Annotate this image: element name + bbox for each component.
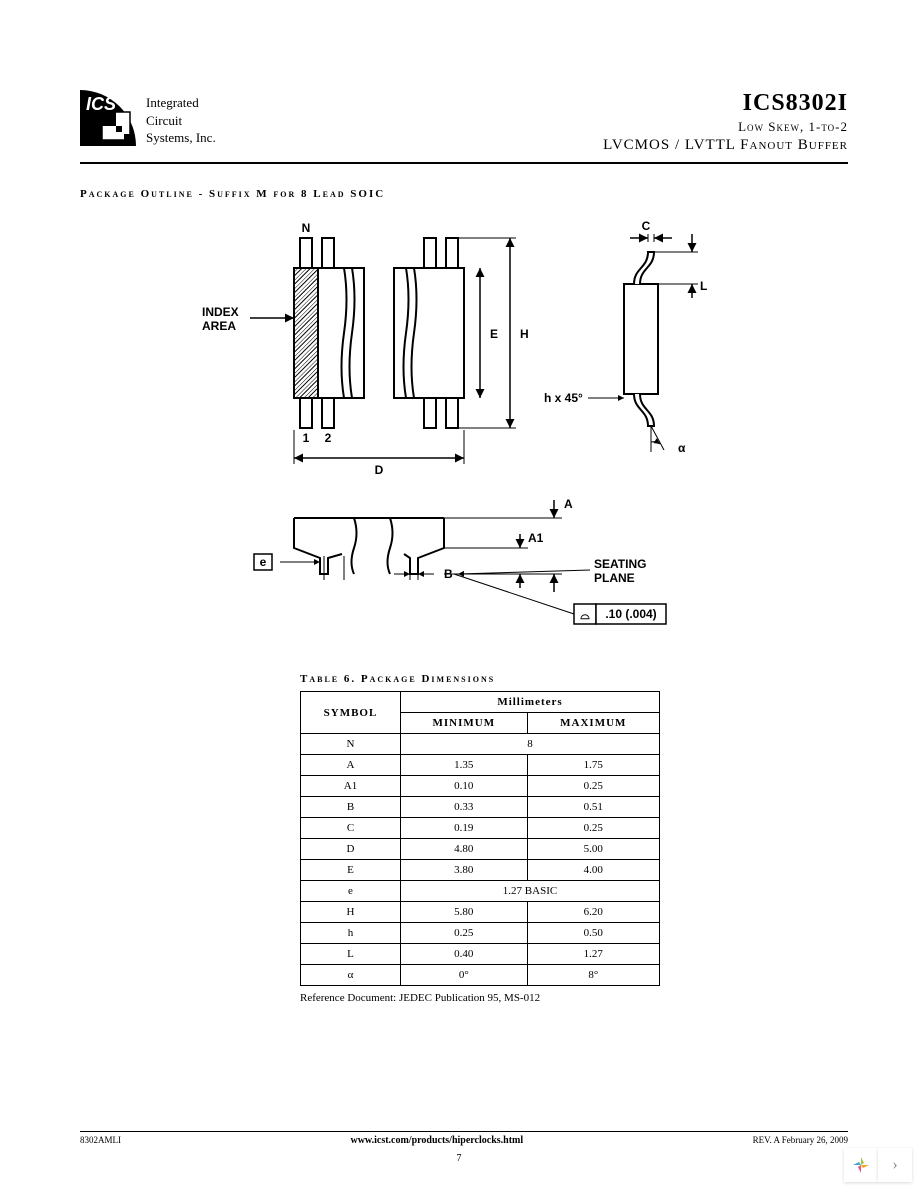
- section-title: Package Outline - Suffix M for 8 Lead SO…: [80, 188, 848, 200]
- dim-chamfer-label: h x 45°: [544, 391, 583, 405]
- cell-min: 0°: [401, 965, 528, 986]
- cell-min: 0.19: [401, 818, 528, 839]
- cell-min: 0.25: [401, 923, 528, 944]
- cell-value: 8: [401, 734, 660, 755]
- cell-symbol: A: [301, 755, 401, 776]
- cell-symbol: H: [301, 902, 401, 923]
- table-row: h0.250.50: [301, 923, 660, 944]
- cell-symbol: α: [301, 965, 401, 986]
- table-row: α0°8°: [301, 965, 660, 986]
- dim-a-label: A: [564, 497, 573, 511]
- dimensions-table: SYMBOL Millimeters MINIMUM MAXIMUM N8A1.…: [300, 691, 660, 986]
- cell-symbol: B: [301, 797, 401, 818]
- cell-symbol: E: [301, 860, 401, 881]
- reference-doc: Reference Document: JEDEC Publication 95…: [300, 992, 660, 1004]
- chevron-right-icon: ›: [892, 1156, 897, 1174]
- cell-max: 5.00: [527, 839, 659, 860]
- footer-right: REV. A February 26, 2009: [753, 1135, 848, 1146]
- cell-max: 4.00: [527, 860, 659, 881]
- dim-alpha-label: α: [678, 441, 686, 455]
- table-row: D4.805.00: [301, 839, 660, 860]
- footer-url: www.icst.com/products/hiperclocks.html: [350, 1135, 523, 1146]
- dim-e-pitch-label: e: [260, 555, 267, 569]
- cell-min: 3.80: [401, 860, 528, 881]
- cell-symbol: e: [301, 881, 401, 902]
- ics-logo-icon: ICS: [80, 90, 136, 146]
- cell-min: 1.35: [401, 755, 528, 776]
- dim-d-label: D: [375, 463, 384, 477]
- header-right: ICS8302I Low Skew, 1-to-2 LVCMOS / LVTTL…: [603, 90, 848, 154]
- header-left: ICS Integrated Circuit Systems, Inc.: [80, 90, 216, 147]
- dim-c-label: C: [642, 219, 651, 233]
- next-page-button[interactable]: ›: [878, 1148, 912, 1182]
- cell-min: 0.10: [401, 776, 528, 797]
- part-number: ICS8302I: [603, 90, 848, 117]
- th-min obtain-min: MINIMUM: [401, 713, 528, 734]
- package-diagram: 1 2 N INDEXAREA: [194, 218, 734, 643]
- th-max: MAXIMUM: [527, 713, 659, 734]
- cell-symbol: h: [301, 923, 401, 944]
- header-rule: [80, 162, 848, 164]
- cell-max: 1.27: [527, 944, 659, 965]
- cell-max: 6.20: [527, 902, 659, 923]
- company-line1: Integrated: [146, 94, 216, 112]
- cell-max: 0.25: [527, 776, 659, 797]
- cell-max: 8°: [527, 965, 659, 986]
- table-title: Table 6. Package Dimensions: [300, 673, 660, 685]
- cell-symbol: L: [301, 944, 401, 965]
- pin2-label: 2: [325, 431, 332, 445]
- dim-e-label: E: [490, 327, 498, 341]
- th-symbol: SYMBOL: [301, 692, 401, 734]
- cell-min: 4.80: [401, 839, 528, 860]
- viewer-logo-icon: [844, 1148, 878, 1182]
- page-footer: 8302AMLI www.icst.com/products/hipercloc…: [80, 1131, 848, 1146]
- table-row: B0.330.51: [301, 797, 660, 818]
- cell-min: 0.40: [401, 944, 528, 965]
- svg-text:ICS: ICS: [86, 94, 116, 114]
- table-row: A1.351.75: [301, 755, 660, 776]
- table-row: N8: [301, 734, 660, 755]
- subtitle-2: LVCMOS / LVTTL Fanout Buffer: [603, 137, 848, 154]
- pin1-label: 1: [303, 431, 310, 445]
- cell-symbol: C: [301, 818, 401, 839]
- company-line3: Systems, Inc.: [146, 129, 216, 147]
- dim-l-label: L: [700, 279, 707, 293]
- cell-value: 1.27 BASIC: [401, 881, 660, 902]
- th-unit: Millimeters: [401, 692, 660, 713]
- table-row: E3.804.00: [301, 860, 660, 881]
- cell-max: 0.51: [527, 797, 659, 818]
- table-row: A10.100.25: [301, 776, 660, 797]
- cell-symbol: N: [301, 734, 401, 755]
- flatness-sym: ⌓: [580, 608, 590, 622]
- table-row: e1.27 BASIC: [301, 881, 660, 902]
- flatness-val: .10 (.004): [605, 607, 656, 621]
- company-line2: Circuit: [146, 112, 216, 130]
- cell-max: 0.25: [527, 818, 659, 839]
- page-header: ICS Integrated Circuit Systems, Inc. ICS…: [80, 90, 848, 154]
- dim-a1-label: A1: [528, 531, 544, 545]
- viewer-nav: ›: [844, 1148, 912, 1182]
- seating-plane-label: SEATINGPLANE: [594, 557, 646, 585]
- page-number: 7: [0, 1153, 918, 1164]
- cell-min: 5.80: [401, 902, 528, 923]
- cell-max: 1.75: [527, 755, 659, 776]
- cell-symbol: A1: [301, 776, 401, 797]
- company-name: Integrated Circuit Systems, Inc.: [146, 90, 216, 147]
- cell-max: 0.50: [527, 923, 659, 944]
- dim-h-label: H: [520, 327, 529, 341]
- subtitle-1: Low Skew, 1-to-2: [603, 119, 848, 135]
- table-row: H5.806.20: [301, 902, 660, 923]
- dimensions-table-block: Table 6. Package Dimensions SYMBOL Milli…: [300, 673, 660, 1004]
- footer-left: 8302AMLI: [80, 1135, 121, 1146]
- cell-min: 0.33: [401, 797, 528, 818]
- table-row: L0.401.27: [301, 944, 660, 965]
- index-area-label: INDEXAREA: [202, 305, 239, 333]
- dim-n-label: N: [302, 221, 311, 235]
- cell-symbol: D: [301, 839, 401, 860]
- table-row: C0.190.25: [301, 818, 660, 839]
